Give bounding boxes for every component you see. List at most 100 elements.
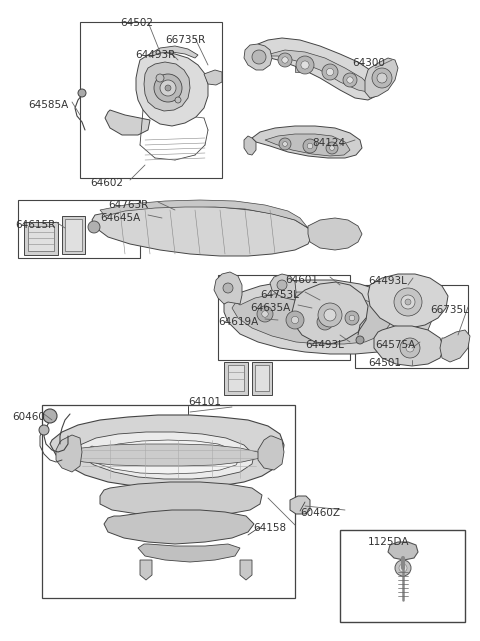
- Circle shape: [322, 64, 338, 80]
- Circle shape: [326, 69, 334, 76]
- Circle shape: [160, 80, 176, 96]
- Bar: [62, 216, 85, 254]
- Circle shape: [78, 89, 86, 97]
- Bar: [80, 22, 222, 178]
- Circle shape: [165, 85, 171, 91]
- Text: 64602: 64602: [90, 178, 123, 188]
- Circle shape: [279, 138, 291, 150]
- Bar: [224, 362, 248, 395]
- Polygon shape: [308, 218, 362, 250]
- Polygon shape: [265, 134, 350, 156]
- Bar: [28, 226, 54, 251]
- Text: 64601: 64601: [285, 275, 318, 285]
- Circle shape: [400, 338, 420, 358]
- Text: 60460: 60460: [12, 412, 45, 422]
- Bar: [315, 60, 330, 70]
- Text: 1125DA: 1125DA: [368, 537, 409, 547]
- Text: 64645A: 64645A: [100, 213, 140, 223]
- Circle shape: [296, 56, 314, 74]
- Polygon shape: [258, 436, 284, 470]
- Text: 64493R: 64493R: [135, 50, 175, 60]
- Text: 64101: 64101: [188, 397, 221, 407]
- Circle shape: [278, 53, 292, 67]
- Circle shape: [307, 143, 313, 149]
- Text: 66735R: 66735R: [165, 35, 205, 45]
- Circle shape: [223, 283, 233, 293]
- Circle shape: [318, 303, 342, 327]
- Circle shape: [39, 425, 49, 435]
- Circle shape: [291, 317, 299, 324]
- Circle shape: [406, 344, 414, 352]
- Polygon shape: [136, 52, 208, 126]
- Polygon shape: [92, 206, 312, 256]
- Text: 84124: 84124: [312, 138, 345, 148]
- Text: 64493L: 64493L: [305, 340, 344, 350]
- Polygon shape: [232, 292, 390, 344]
- Polygon shape: [204, 70, 222, 85]
- Bar: [218, 275, 350, 360]
- Bar: [252, 362, 272, 395]
- Circle shape: [349, 315, 355, 320]
- Circle shape: [343, 73, 357, 87]
- Bar: [340, 530, 465, 622]
- Polygon shape: [290, 496, 310, 514]
- Polygon shape: [148, 46, 198, 58]
- Text: 64158: 64158: [253, 523, 286, 533]
- Circle shape: [154, 74, 182, 102]
- Polygon shape: [105, 110, 150, 135]
- Circle shape: [347, 77, 353, 83]
- Text: 64615R: 64615R: [15, 220, 55, 230]
- Polygon shape: [138, 544, 240, 562]
- Bar: [228, 365, 244, 391]
- Circle shape: [303, 139, 317, 153]
- Text: 66735L: 66735L: [430, 305, 469, 315]
- Text: 64763R: 64763R: [108, 200, 148, 210]
- Circle shape: [395, 560, 411, 576]
- Circle shape: [324, 309, 336, 321]
- Circle shape: [345, 311, 359, 325]
- Bar: [42, 405, 295, 598]
- Circle shape: [399, 564, 407, 572]
- Circle shape: [322, 319, 328, 325]
- Polygon shape: [86, 440, 240, 474]
- Polygon shape: [224, 280, 414, 354]
- Circle shape: [43, 409, 57, 423]
- Bar: [18, 200, 140, 258]
- Polygon shape: [268, 50, 370, 92]
- Polygon shape: [388, 542, 418, 560]
- Circle shape: [252, 50, 266, 64]
- Circle shape: [330, 146, 335, 151]
- Bar: [355, 285, 468, 368]
- Polygon shape: [100, 482, 262, 516]
- Polygon shape: [244, 136, 256, 155]
- Polygon shape: [292, 282, 368, 344]
- Circle shape: [317, 314, 333, 330]
- Polygon shape: [270, 274, 296, 300]
- Circle shape: [405, 299, 411, 305]
- Circle shape: [356, 336, 364, 344]
- Circle shape: [277, 280, 287, 290]
- Polygon shape: [240, 560, 252, 580]
- Circle shape: [283, 142, 288, 146]
- Circle shape: [401, 295, 415, 309]
- Bar: [24, 222, 58, 255]
- Circle shape: [282, 57, 288, 63]
- Text: 64753L: 64753L: [260, 290, 299, 300]
- Circle shape: [156, 74, 164, 82]
- Circle shape: [326, 142, 338, 154]
- Polygon shape: [104, 510, 254, 544]
- Text: 60460Z: 60460Z: [300, 508, 340, 518]
- Polygon shape: [144, 62, 190, 111]
- Polygon shape: [365, 58, 398, 98]
- Polygon shape: [256, 38, 380, 100]
- Circle shape: [301, 61, 309, 69]
- Polygon shape: [368, 274, 448, 328]
- Polygon shape: [62, 444, 260, 466]
- Text: 64575A: 64575A: [375, 340, 415, 350]
- Text: 64501: 64501: [368, 358, 401, 368]
- Bar: [255, 365, 269, 391]
- Circle shape: [286, 311, 304, 329]
- Polygon shape: [252, 126, 362, 158]
- Circle shape: [372, 68, 392, 88]
- Circle shape: [377, 73, 387, 83]
